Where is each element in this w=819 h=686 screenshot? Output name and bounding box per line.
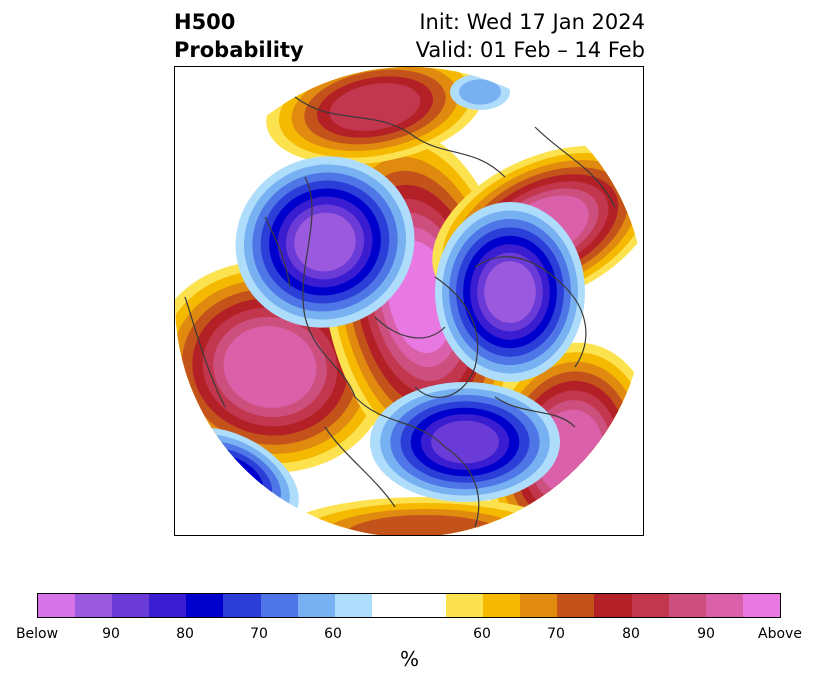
anomaly-region	[450, 74, 510, 110]
colorbar-tick-label: Below	[15, 626, 59, 642]
coastline	[374, 316, 446, 339]
colorbar-tick-label: 90	[102, 626, 120, 642]
colorbar-segment	[334, 594, 372, 617]
colorbar-tick-label: 70	[250, 626, 268, 642]
coastline	[302, 176, 356, 398]
colorbar-segment	[557, 594, 595, 617]
colorbar-segment	[742, 594, 780, 617]
coastline	[354, 396, 480, 528]
colorbar-ticks: Below 90 80 70 60 60 70 80 90 Above	[0, 626, 819, 646]
anomaly-region	[275, 497, 575, 535]
colorbar-segment	[260, 594, 298, 617]
colorbar-tick-label: 60	[473, 626, 491, 642]
colorbar-segment	[520, 594, 558, 617]
colorbar-segment	[594, 594, 632, 617]
colorbar-segment	[112, 594, 150, 617]
colorbar-segment	[223, 594, 261, 617]
colorbar-segment	[75, 594, 113, 617]
colorbar-segment	[446, 594, 484, 617]
colorbar-tick-label: 90	[697, 626, 715, 642]
colorbar-unit-label: %	[399, 647, 419, 671]
colorbar-segment	[631, 594, 669, 617]
colorbar-segment	[408, 594, 447, 617]
probability-map	[175, 67, 643, 535]
coastline	[294, 96, 506, 178]
colorbar-tick-label: 80	[622, 626, 640, 642]
coastline	[184, 296, 226, 408]
colorbar-segment	[186, 594, 224, 617]
anomaly-region	[175, 261, 390, 473]
colorbar-segment	[38, 594, 76, 617]
anomaly-region	[235, 156, 415, 328]
coastline	[414, 276, 479, 398]
colorbar-segment	[297, 594, 335, 617]
title-field: H500	[174, 10, 236, 34]
colorbar	[37, 593, 781, 618]
coastline	[474, 256, 587, 368]
coastline	[324, 426, 396, 508]
coastline	[264, 216, 291, 288]
anomaly-region	[266, 67, 484, 165]
colorbar-tick-label: Above	[758, 626, 802, 642]
title-product: Probability	[174, 38, 304, 62]
coastline	[494, 396, 576, 428]
map-panel	[174, 66, 644, 536]
anomaly-region	[435, 202, 585, 382]
map-dates: Init: Wed 17 Jan 2024 Valid: 01 Feb – 14…	[416, 8, 645, 64]
colorbar-tick-label: 80	[176, 626, 194, 642]
anomaly-region	[370, 382, 560, 502]
colorbar-segment	[149, 594, 187, 617]
colorbar-segment	[705, 594, 743, 617]
colorbar-segment	[668, 594, 706, 617]
coastline	[534, 126, 616, 208]
colorbar-segment	[483, 594, 521, 617]
map-title: H500 Probability	[174, 8, 304, 64]
colorbar-segment	[371, 594, 409, 617]
colorbar-tick-label: 70	[547, 626, 565, 642]
init-date: Init: Wed 17 Jan 2024	[419, 10, 645, 34]
colorbar-tick-label: 60	[324, 626, 342, 642]
valid-range: Valid: 01 Feb – 14 Feb	[415, 38, 645, 62]
